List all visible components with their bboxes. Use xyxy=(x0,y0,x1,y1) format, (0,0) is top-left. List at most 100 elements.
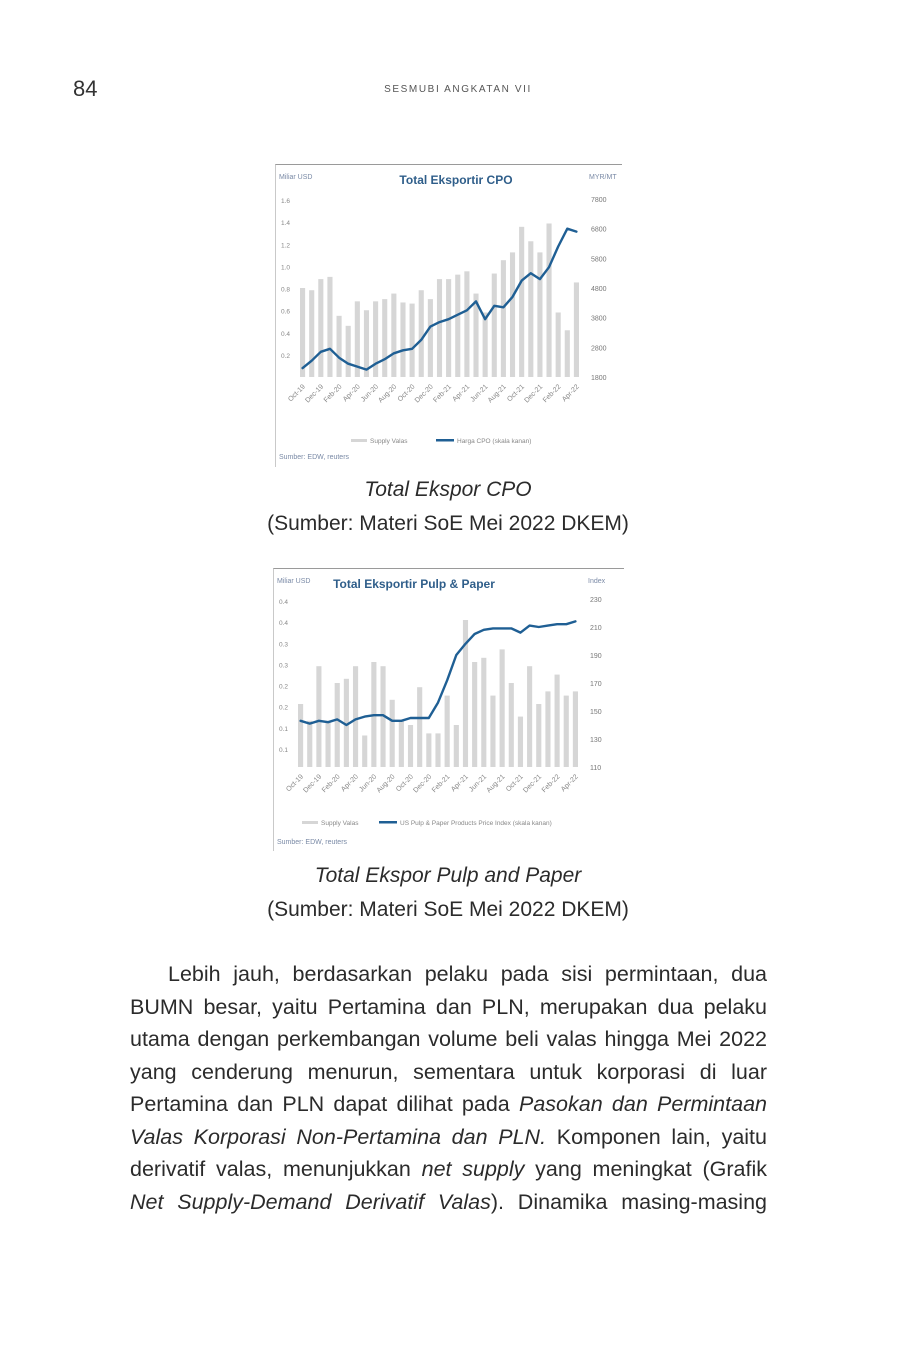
bar-supply-valas xyxy=(390,700,395,767)
x-tick-label: Jun-20 xyxy=(358,773,378,793)
bar-supply-valas xyxy=(574,282,579,377)
right-tick-label: 170 xyxy=(590,681,602,688)
bar-supply-valas xyxy=(327,277,332,377)
legend-label: Harga CPO (skala kanan) xyxy=(457,438,531,445)
bar-supply-valas xyxy=(527,666,532,767)
chart-pulp-paper-svg: Total Eksportir Pulp & Paper Miliar USD In… xyxy=(274,569,624,851)
chart-title: Total Eksportir Pulp & Paper xyxy=(333,577,495,591)
x-tick-label: Feb-22 xyxy=(542,383,563,404)
body-paragraph: Lebih jauh, berdasarkan pelaku pada sisi… xyxy=(130,958,767,1218)
paragraph-line: BUMN besar, yaitu Pertamina dan PLN, mer… xyxy=(130,991,767,1024)
x-tick-label: Apr-22 xyxy=(561,383,581,403)
bar-supply-valas xyxy=(556,312,561,377)
right-tick-label: 130 xyxy=(590,737,602,744)
legend-swatch-line xyxy=(379,821,397,824)
right-tick-label: 7800 xyxy=(591,197,607,204)
left-tick-label: 0.3 xyxy=(279,641,288,648)
text-run: yang meningkat (Grafik xyxy=(524,1157,767,1181)
right-tick-label: 110 xyxy=(590,765,601,772)
bar-supply-valas xyxy=(298,704,303,767)
left-tick-label: 0.1 xyxy=(279,747,288,754)
left-tick-label: 1.0 xyxy=(281,264,290,271)
right-tick-label: 190 xyxy=(590,653,602,660)
paragraph-line: Pertamina dan PLN dapat dilihat pada Pas… xyxy=(130,1088,767,1121)
bar-supply-valas xyxy=(546,223,551,377)
x-tick-label: Jun-21 xyxy=(468,773,488,793)
x-tick-label: Dec-21 xyxy=(523,383,544,404)
x-tick-label: Dec-20 xyxy=(412,773,433,794)
price-line xyxy=(301,621,576,725)
bar-supply-valas xyxy=(490,696,495,767)
text-run-italic: Pasokan dan Permintaan xyxy=(519,1092,767,1116)
text-run: Komponen lain, yaitu xyxy=(546,1125,767,1149)
left-tick-label: 0.4 xyxy=(279,599,288,606)
x-tick-label: Aug-20 xyxy=(377,383,398,404)
bar-supply-valas xyxy=(408,725,413,767)
x-tick-label: Apr-20 xyxy=(340,773,360,793)
text-run-italic: Valas Korporasi Non-Pertamina dan PLN. xyxy=(130,1125,546,1149)
x-tick-label: Feb-20 xyxy=(321,773,342,794)
legend-label: US Pulp & Paper Products Price Index (sk… xyxy=(400,820,552,827)
x-tick-label: Feb-22 xyxy=(541,773,562,794)
x-tick-label: Dec-19 xyxy=(304,383,325,404)
figure-caption-title-pulp: Total Ekspor Pulp and Paper xyxy=(0,864,896,888)
x-tick-label: Apr-21 xyxy=(450,773,470,793)
bar-supply-valas xyxy=(564,696,569,767)
x-tick-label: Apr-20 xyxy=(342,383,362,403)
bar-supply-valas xyxy=(316,666,321,767)
bar-supply-valas xyxy=(519,227,524,377)
text-run-italic: net supply xyxy=(422,1157,525,1181)
bar-supply-valas xyxy=(399,721,404,767)
chart-cpo: Total Eksportir CPO Miliar USD MYR/MT 1.6 1.… xyxy=(275,164,622,467)
bar-supply-valas xyxy=(501,260,506,377)
bar-supply-valas xyxy=(300,288,305,377)
left-tick-label: 0.1 xyxy=(279,726,288,733)
bar-supply-valas xyxy=(325,721,330,767)
text-run: Pertamina dan PLN dapat dilihat pada xyxy=(130,1092,519,1116)
x-tick-label: Feb-20 xyxy=(323,383,344,404)
bar-supply-valas xyxy=(362,736,367,768)
text-run-italic: Net Supply-Demand Derivatif Valas xyxy=(130,1190,491,1214)
chart-source: Sumber: EDW, reuters xyxy=(279,454,350,461)
bar-supply-valas xyxy=(426,733,431,767)
chart-cpo-svg: Total Eksportir CPOMiliar USD MYR/MT1.61.… xyxy=(276,165,622,467)
bar-supply-valas xyxy=(528,241,533,377)
bar-supply-valas xyxy=(364,310,369,377)
left-tick-label: 0.2 xyxy=(279,705,288,712)
left-tick-label: 1.2 xyxy=(281,242,290,249)
left-tick-label: 1.6 xyxy=(281,198,290,205)
figure-caption-source-cpo: (Sumber: Materi SoE Mei 2022 DKEM) xyxy=(0,512,896,536)
right-tick-label: 1800 xyxy=(591,375,607,382)
paragraph-line: Net Supply-Demand Derivatif Valas). Dina… xyxy=(130,1186,767,1219)
bar-supply-valas xyxy=(335,683,340,767)
text-run: derivatif valas, menunjukkan xyxy=(130,1157,422,1181)
right-axis-unit: Index xyxy=(588,578,606,585)
paragraph-line: Lebih jauh, berdasarkan pelaku pada sisi… xyxy=(130,958,767,991)
bar-supply-valas xyxy=(445,696,450,767)
bar-supply-valas xyxy=(419,290,424,377)
bar-supply-valas xyxy=(464,271,469,377)
x-tick-label: Aug-20 xyxy=(376,773,397,794)
text-run: ). Dinamika masing-masing xyxy=(491,1190,767,1214)
legend-swatch-bar xyxy=(302,821,318,824)
left-axis-unit: Miliar USD xyxy=(279,174,312,181)
bar-supply-valas xyxy=(555,675,560,767)
bar-supply-valas xyxy=(307,721,312,767)
paragraph-line: yang cenderung menurun, sementara untuk … xyxy=(130,1056,767,1089)
left-tick-label: 0.6 xyxy=(281,309,290,316)
bar-supply-valas xyxy=(573,691,578,767)
legend-label: Supply Valas xyxy=(370,438,408,445)
bar-supply-valas xyxy=(565,330,570,377)
x-tick-label: Feb-21 xyxy=(431,773,452,794)
legend-swatch-bar xyxy=(351,439,367,442)
left-tick-label: 0.4 xyxy=(279,620,288,627)
bar-supply-valas xyxy=(435,733,440,767)
bar-supply-valas xyxy=(410,304,415,377)
bar-supply-valas xyxy=(346,326,351,377)
x-tick-label: Dec-21 xyxy=(522,773,543,794)
bar-supply-valas xyxy=(455,275,460,377)
bar-supply-valas xyxy=(472,662,477,767)
bar-supply-valas xyxy=(509,683,514,767)
right-tick-label: 5800 xyxy=(591,256,607,263)
x-tick-label: Feb-21 xyxy=(432,383,453,404)
